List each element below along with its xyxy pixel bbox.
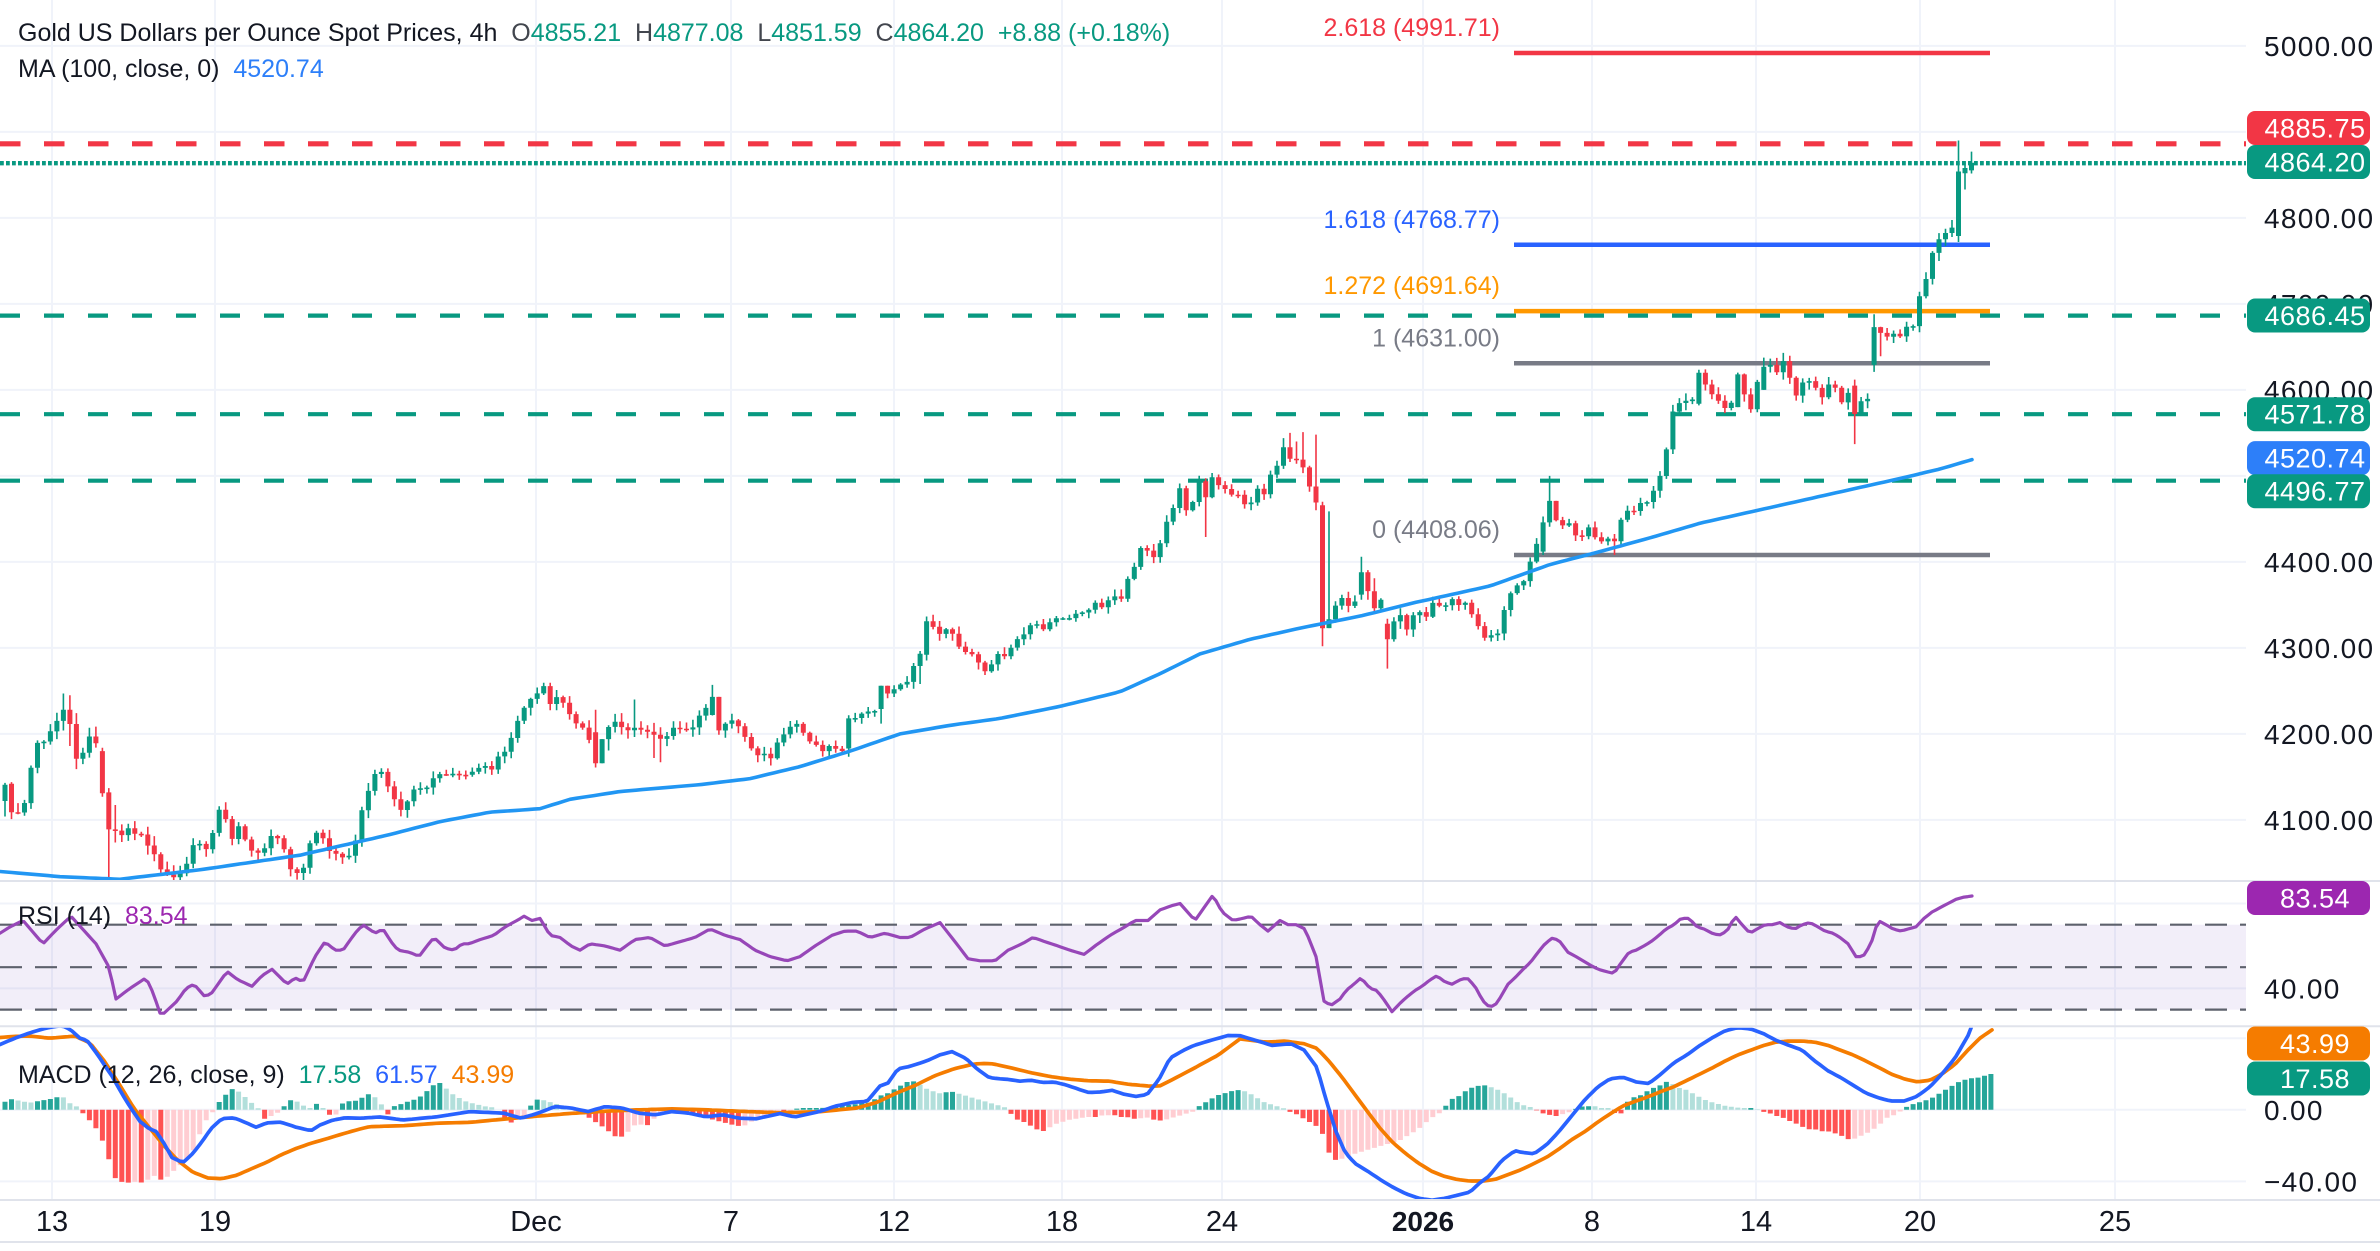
svg-text:13: 13 [36,1206,68,1238]
svg-text:18: 18 [1046,1206,1078,1238]
svg-text:Dec: Dec [510,1206,562,1238]
svg-text:4400.00: 4400.00 [2264,547,2374,578]
svg-text:4300.00: 4300.00 [2264,633,2374,664]
svg-text:1.618 (4768.77): 1.618 (4768.77) [1323,206,1500,234]
svg-text:8: 8 [1584,1206,1600,1238]
svg-text:83.54: 83.54 [2280,884,2350,914]
svg-text:1 (4631.00): 1 (4631.00) [1372,324,1500,352]
svg-text:0 (4408.06): 0 (4408.06) [1372,516,1500,544]
svg-text:12: 12 [878,1206,910,1238]
svg-text:25: 25 [2099,1206,2131,1238]
svg-text:2.618 (4991.71): 2.618 (4991.71) [1323,14,1500,42]
svg-text:MACD (12, 26, close, 9) 17.58: MACD (12, 26, close, 9) 17.58 61.57 43.9… [18,1061,514,1089]
svg-text:4885.75: 4885.75 [2264,114,2365,144]
svg-text:2026: 2026 [1392,1206,1454,1237]
svg-text:40.00: 40.00 [2264,973,2341,1004]
svg-text:1.272 (4691.64): 1.272 (4691.64) [1323,272,1500,300]
svg-text:4686.45: 4686.45 [2264,301,2365,331]
svg-text:17.58: 17.58 [2280,1064,2350,1094]
svg-text:20: 20 [1904,1206,1936,1238]
svg-text:RSI (14) 83.54: RSI (14) 83.54 [18,902,188,930]
svg-text:4496.77: 4496.77 [2264,477,2365,507]
svg-text:24: 24 [1206,1206,1238,1238]
svg-text:Gold US Dollars per Ounce Spot: Gold US Dollars per Ounce Spot Prices, 4… [18,19,1170,47]
svg-text:4571.78: 4571.78 [2264,400,2365,430]
svg-text:4864.20: 4864.20 [2264,148,2365,178]
svg-text:7: 7 [723,1206,739,1238]
svg-text:19: 19 [199,1206,231,1238]
svg-text:0.00: 0.00 [2264,1095,2324,1126]
svg-text:4100.00: 4100.00 [2264,805,2374,836]
svg-text:4800.00: 4800.00 [2264,203,2374,234]
svg-text:43.99: 43.99 [2280,1029,2350,1059]
svg-text:4200.00: 4200.00 [2264,719,2374,750]
svg-text:−40.00: −40.00 [2264,1166,2358,1197]
svg-text:MA (100, close, 0) 4520.74: MA (100, close, 0) 4520.74 [18,55,324,83]
svg-text:4520.74: 4520.74 [2264,444,2365,474]
svg-text:5000.00: 5000.00 [2264,31,2374,62]
svg-text:14: 14 [1740,1206,1772,1238]
